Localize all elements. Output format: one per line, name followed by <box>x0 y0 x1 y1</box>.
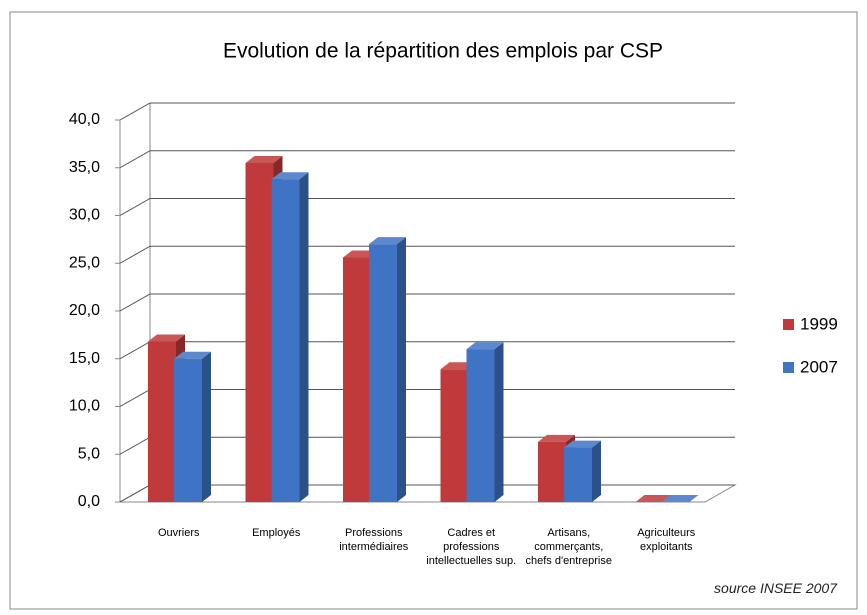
x-tick-label: Cadres et professions intellectuelles su… <box>426 527 517 567</box>
x-tick-label: Artisans, commerçants, chefs d'entrepris… <box>525 527 612 567</box>
bar-top <box>635 495 673 502</box>
y-tick-label: 40,0 <box>69 111 100 128</box>
chart-title: Evolution de la répartition des emplois … <box>223 40 663 63</box>
bar-top <box>661 495 699 502</box>
bar <box>271 179 300 502</box>
y-tick-label: 20,0 <box>69 302 100 319</box>
bar <box>369 244 397 502</box>
grid-line <box>119 198 735 216</box>
legend-label: 2007 <box>800 357 838 376</box>
bar-side <box>397 237 406 502</box>
bar-top <box>564 440 601 448</box>
bar-top <box>466 342 504 350</box>
x-tick-label: Professions intermédiaires <box>339 527 409 553</box>
bar-top <box>271 172 309 180</box>
grid-line <box>119 293 735 312</box>
x-tick-label: Agriculteurs exploitants <box>637 527 696 553</box>
legend-swatch <box>783 319 794 330</box>
bar <box>148 341 176 502</box>
grid-line <box>119 150 735 169</box>
bar-side <box>299 172 309 502</box>
y-tick-label: 5,0 <box>78 445 100 462</box>
y-tick-label: 0,0 <box>78 493 100 510</box>
bar <box>466 349 495 502</box>
legend-swatch <box>783 362 794 373</box>
bar-top <box>369 237 406 245</box>
grid-line <box>119 245 735 264</box>
bar-side <box>592 440 601 502</box>
bar-top <box>174 351 211 359</box>
bar <box>245 162 274 502</box>
grid-line <box>119 102 735 121</box>
bar <box>538 441 566 502</box>
y-tick-label: 25,0 <box>69 254 100 271</box>
bar <box>564 447 592 502</box>
y-tick-label: 15,0 <box>69 350 100 367</box>
source-note: source INSEE 2007 <box>714 580 837 596</box>
bar-side <box>494 342 504 502</box>
bar-side <box>202 351 211 502</box>
x-tick-label: Employés <box>252 527 301 539</box>
y-tick-label: 35,0 <box>69 159 100 176</box>
chart-frame <box>9 11 858 610</box>
y-tick-label: 10,0 <box>69 398 100 415</box>
bar <box>440 369 469 502</box>
x-tick-label: Ouvriers <box>157 527 200 539</box>
bar <box>343 257 371 502</box>
bar-top <box>148 334 185 342</box>
y-tick-label: 30,0 <box>69 207 100 224</box>
bar-top <box>538 434 575 442</box>
legend-label: 1999 <box>800 314 838 333</box>
bar-top <box>245 155 283 163</box>
bar <box>174 358 202 502</box>
